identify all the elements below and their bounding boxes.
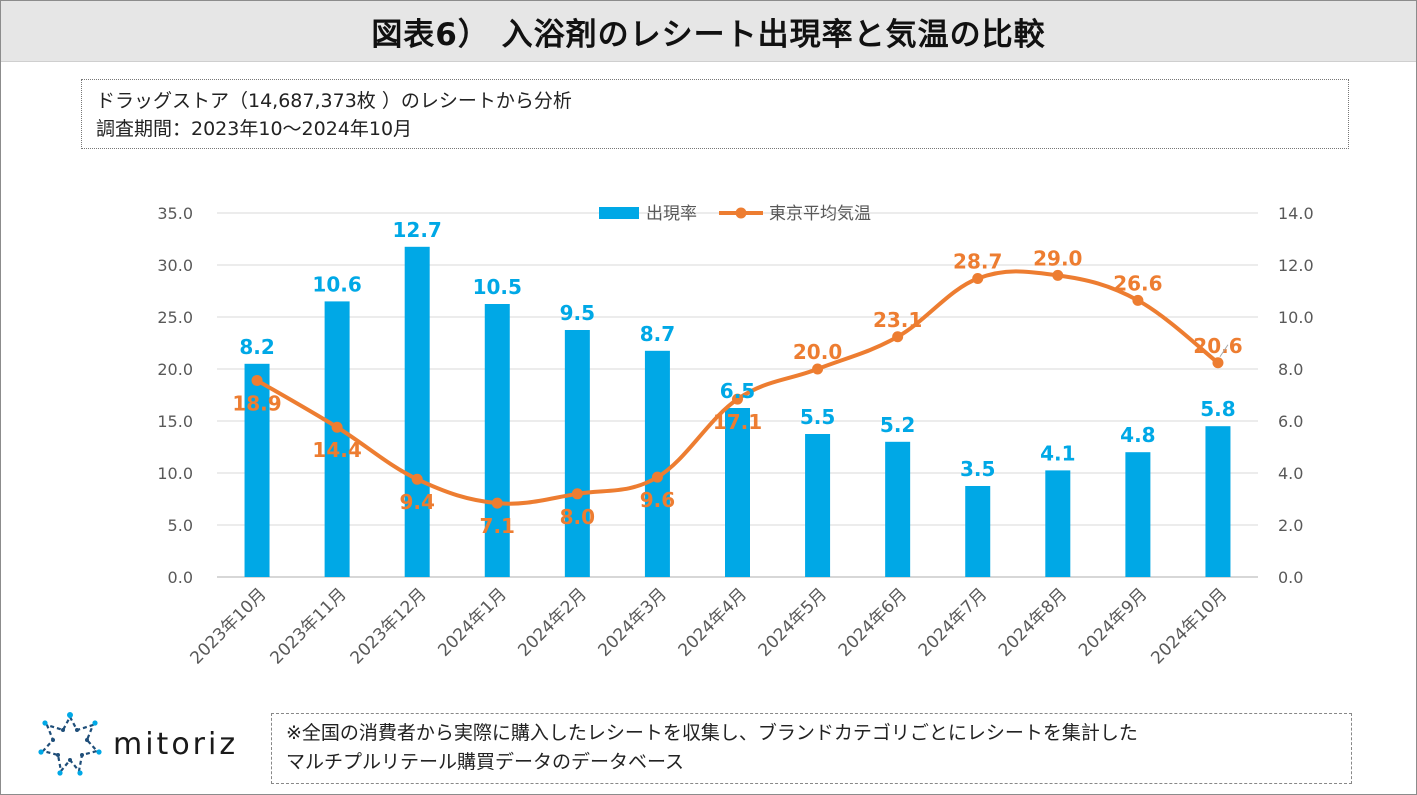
x-category-label: 2024年6月 xyxy=(835,584,911,660)
info-line-period: 調査期間：2023年10～2024年10月 xyxy=(96,118,413,140)
bar-8 xyxy=(885,441,911,577)
info-box: ドラッグストア（14,687,373枚 ）のレシートから分析 調査期間：2023… xyxy=(81,79,1349,149)
line-data-label: 29.0 xyxy=(1033,246,1082,270)
x-category-label: 2024年7月 xyxy=(915,584,991,660)
line-data-label: 17.1 xyxy=(713,410,762,434)
y-left-tick-label: 0.0 xyxy=(168,568,193,587)
x-category-label: 2024年10月 xyxy=(1147,584,1231,668)
bar-7 xyxy=(805,434,831,577)
figure-title: 図表6） 入浴剤のレシート出現率と気温の比較 xyxy=(371,16,1046,53)
y-left-tick-label: 30.0 xyxy=(157,256,193,275)
bar-data-label: 10.5 xyxy=(473,275,522,299)
x-category-label: 2023年11月 xyxy=(267,584,351,668)
bar-data-label: 6.5 xyxy=(720,379,755,403)
y-right-tick-label: 14.0 xyxy=(1278,204,1314,223)
bar-data-label: 5.2 xyxy=(880,413,915,437)
leader-line xyxy=(1219,344,1229,358)
line-data-label: 26.6 xyxy=(1113,271,1162,295)
line-data-label: 8.0 xyxy=(560,505,595,529)
y-left-tick-label: 25.0 xyxy=(157,308,193,327)
y-right-tick-label: 4.0 xyxy=(1278,464,1303,483)
logo: mitoriz xyxy=(37,711,257,777)
bar-6 xyxy=(725,408,750,577)
line-data-label: 14.4 xyxy=(312,438,361,462)
legend-bar-swatch xyxy=(599,207,639,219)
temperature-point-12 xyxy=(1212,357,1224,369)
bar-9 xyxy=(965,486,991,577)
temperature-point-11 xyxy=(1132,294,1144,306)
y-left-tick-label: 5.0 xyxy=(168,516,193,535)
title-bar: 図表6） 入浴剤のレシート出現率と気温の比較 xyxy=(1,1,1416,62)
bar-2 xyxy=(404,246,430,578)
bar-data-label: 5.5 xyxy=(800,405,835,429)
line-data-label: 18.9 xyxy=(232,391,281,415)
temperature-point-4 xyxy=(571,488,583,500)
combo-chart: 0.0 5.0 10.0 15.0 20.0 25.0 30.0 35.0 0.0 2.0 4.0 6… xyxy=(157,204,1314,668)
bar-data-label: 8.7 xyxy=(640,322,675,346)
y-left-tick-label: 20.0 xyxy=(157,360,193,379)
temperature-point-1 xyxy=(331,421,343,433)
bar-5 xyxy=(644,350,670,577)
y-left-tick-label: 10.0 xyxy=(157,464,193,483)
bar-data-label: 3.5 xyxy=(960,457,995,481)
x-category-label: 2023年10月 xyxy=(186,584,270,668)
line-data-label: 20.0 xyxy=(793,340,842,364)
bar-data-label: 8.2 xyxy=(239,335,274,359)
note-line-2: マルチプルリテール購買データのデータベース xyxy=(286,751,685,773)
y-right-tick-label: 10.0 xyxy=(1278,308,1314,327)
legend-line-marker xyxy=(735,207,747,219)
note-box: ※全国の消費者から実際に購入したレシートを収集し、ブランドカテゴリごとにレシート… xyxy=(271,713,1352,784)
x-category-label: 2024年3月 xyxy=(595,584,671,660)
x-category-label: 2024年1月 xyxy=(434,584,510,660)
x-category-label: 2024年8月 xyxy=(995,584,1071,660)
temperature-point-5 xyxy=(651,471,663,483)
bar-data-label: 4.8 xyxy=(1120,423,1155,447)
temperature-point-0 xyxy=(251,374,263,386)
legend-bar-label: 出現率 xyxy=(646,204,697,224)
bar-data-label: 10.6 xyxy=(312,272,361,296)
bar-data-label: 4.1 xyxy=(1040,441,1075,465)
x-category-label: 2023年12月 xyxy=(347,584,431,668)
x-category-label: 2024年9月 xyxy=(1075,584,1151,660)
y-left-tick-label: 15.0 xyxy=(157,412,193,431)
y-right-tick-label: 8.0 xyxy=(1278,360,1303,379)
x-category-label: 2024年5月 xyxy=(755,584,831,660)
temperature-point-3 xyxy=(491,497,503,509)
temperature-point-7 xyxy=(812,363,824,375)
y-right-tick-label: 12.0 xyxy=(1278,256,1314,275)
line-data-label: 23.1 xyxy=(873,308,922,332)
bar-data-label: 9.5 xyxy=(560,301,595,325)
temperature-point-8 xyxy=(892,331,904,343)
bar-data-label: 5.8 xyxy=(1200,397,1235,421)
temperature-point-2 xyxy=(411,473,423,485)
legend-line-label: 東京平均気温 xyxy=(769,204,871,224)
bar-11 xyxy=(1125,452,1151,577)
y-right-tick-label: 0.0 xyxy=(1278,568,1303,587)
line-data-label: 9.4 xyxy=(399,490,434,514)
temperature-point-9 xyxy=(972,273,984,285)
line-data-label: 28.7 xyxy=(953,250,1002,274)
line-data-label: 7.1 xyxy=(480,514,515,538)
y-right-tick-label: 2.0 xyxy=(1278,516,1303,535)
bar-4 xyxy=(564,330,590,577)
bar-1 xyxy=(324,301,350,577)
y-right-tick-label: 6.0 xyxy=(1278,412,1303,431)
line-data-label: 20.6 xyxy=(1193,334,1242,358)
y-left-tick-label: 35.0 xyxy=(157,204,193,223)
mitoriz-logo-icon xyxy=(38,712,102,776)
x-category-label: 2024年4月 xyxy=(675,584,751,660)
temperature-point-10 xyxy=(1052,269,1064,281)
temperature-point-6 xyxy=(732,393,743,405)
bar-10 xyxy=(1045,470,1071,577)
bar-12 xyxy=(1205,426,1231,577)
logo-text: mitoriz xyxy=(113,726,239,762)
bar-0 xyxy=(244,363,270,577)
note-line-1: ※全国の消費者から実際に購入したレシートを収集し、ブランドカテゴリごとにレシート… xyxy=(286,722,1138,744)
bar-data-label: 12.7 xyxy=(393,218,442,242)
info-line-source: ドラッグストア（14,687,373枚 ）のレシートから分析 xyxy=(96,90,572,112)
bar-3 xyxy=(484,304,510,577)
line-data-label: 9.6 xyxy=(640,488,675,512)
x-category-label: 2024年2月 xyxy=(514,584,590,660)
